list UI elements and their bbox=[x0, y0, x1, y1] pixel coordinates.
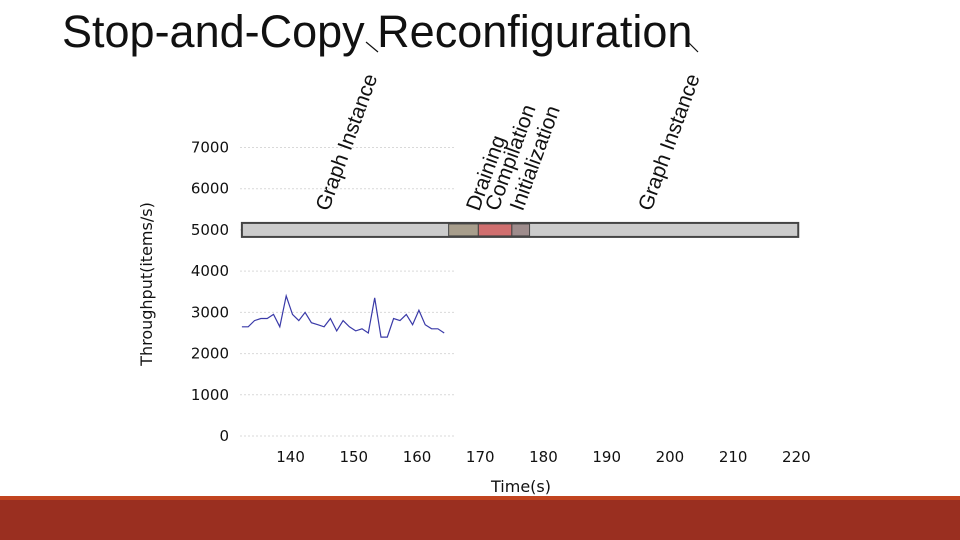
y-tick-label: 1000 bbox=[191, 386, 229, 404]
grid bbox=[240, 146, 455, 437]
annotation-leader bbox=[365, 41, 379, 53]
x-tick-label: 190 bbox=[592, 448, 621, 466]
x-tick-label: 140 bbox=[276, 448, 305, 466]
y-tick-label: 3000 bbox=[191, 303, 229, 321]
reconfiguration-timeline bbox=[240, 221, 800, 238]
timeline-segment-draining bbox=[448, 223, 479, 237]
x-tick-label: 210 bbox=[719, 448, 748, 466]
y-tick-label: 2000 bbox=[191, 345, 229, 363]
annotation-label: Graph Instance bbox=[634, 71, 705, 214]
series-lines bbox=[241, 293, 445, 338]
y-axis-label: Throughput(items/s) bbox=[137, 202, 156, 367]
y-tick-labels: 0 1000 2000 3000 4000 5000 6000 7000 bbox=[191, 138, 229, 445]
x-tick-labels: 140 150 160 170 180 190 200 210 220 bbox=[276, 448, 810, 466]
x-axis-label: Time(s) bbox=[490, 477, 551, 496]
x-tick-label: 220 bbox=[782, 448, 811, 466]
y-tick-label: 7000 bbox=[191, 138, 229, 156]
x-tick-label: 150 bbox=[339, 448, 368, 466]
annotation-label: Graph Instance bbox=[312, 71, 383, 214]
annotation-leader bbox=[687, 41, 699, 53]
x-tick-label: 180 bbox=[529, 448, 558, 466]
annotations: Graph Instance DrainingCompilationInitial… bbox=[312, 41, 705, 214]
y-tick-label: 4000 bbox=[191, 262, 229, 280]
page-title: Stop-and-Copy Reconfiguration bbox=[62, 6, 693, 57]
timeline-segment-initialization bbox=[511, 223, 531, 237]
footer-bar bbox=[0, 496, 960, 540]
y-tick-label: 5000 bbox=[191, 221, 229, 239]
x-tick-label: 170 bbox=[466, 448, 495, 466]
footer-accent-line bbox=[0, 496, 960, 500]
x-tick-label: 200 bbox=[656, 448, 685, 466]
throughput-line bbox=[241, 293, 445, 338]
timeline-segment-compilation bbox=[477, 223, 513, 237]
x-tick-label: 160 bbox=[403, 448, 432, 466]
y-tick-label: 0 bbox=[219, 427, 229, 445]
y-tick-label: 6000 bbox=[191, 180, 229, 198]
